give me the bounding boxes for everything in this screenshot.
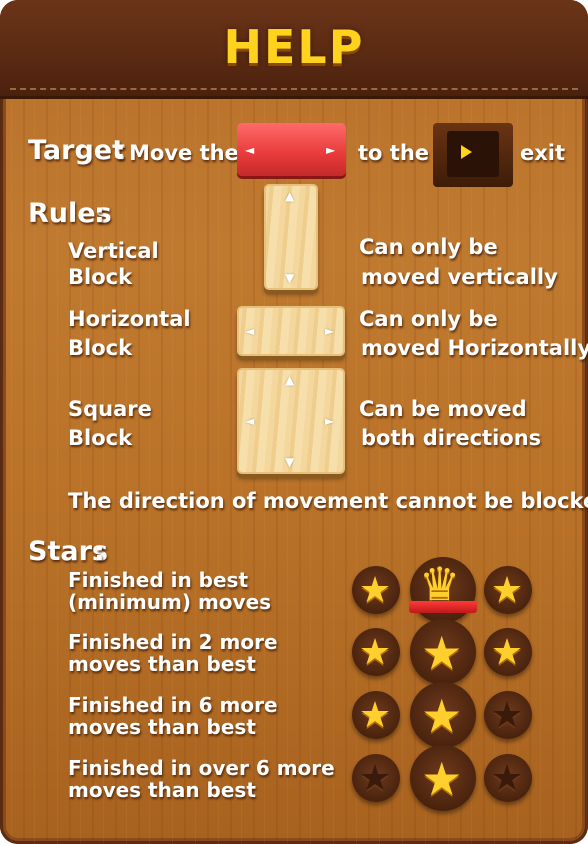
vertical-desc-1: Can only be [359,235,498,259]
arrow-up-icon: ▲ [285,189,295,203]
star-icon: ★ [490,570,524,611]
red-target-block: ◄ ► [237,123,346,176]
star-medal: ★ [410,619,476,685]
arrow-right-icon: ► [325,414,335,428]
star-icon: ★ [490,632,524,673]
arrow-up-icon: ▲ [285,373,295,387]
rules-note: The direction of movement cannot be bloc… [68,489,588,513]
crown-icon: ♛ [419,557,461,611]
star-row-text-2: (minimum) moves [68,590,272,614]
rules-colon: : [94,198,105,229]
square-name-1: Square [68,397,152,421]
star-medal: ★ [352,691,400,739]
square-desc-2: both directions [361,426,542,450]
star-medal: ★ [410,745,476,811]
star-medal: ★ [410,682,476,748]
arrow-right-icon: ► [326,143,336,157]
star-icon: ★ [358,632,392,673]
star-empty-icon: ★ [490,758,524,799]
stars-label: Stars [28,536,108,567]
star-icon: ★ [358,695,392,736]
star-icon: ★ [358,570,392,611]
page-title: HELP [223,20,365,74]
vertical-block: ▲ ▼ [264,184,318,290]
target-label: Target [28,135,126,166]
star-medal: ★ [352,628,400,676]
arrow-down-icon: ▼ [285,455,295,469]
crown-ribbon [409,601,477,613]
arrow-right-icon: ► [325,324,335,338]
horizontal-desc-1: Can only be [359,307,498,331]
star-medal: ★ [352,754,400,802]
star-row-text-1: Finished in best [68,568,248,592]
star-icon: ★ [421,752,463,806]
vertical-name-1: Vertical [68,239,159,263]
stars-colon: : [94,536,105,567]
star-row-text-1: Finished in 2 more [68,630,278,654]
target-to-the: to the [358,141,430,165]
star-row-text-2: moves than best [68,652,256,676]
star-icon: ★ [421,689,463,743]
header-stitch [10,88,578,90]
square-block: ▲ ▼ ◄ ► [237,368,345,474]
star-medal: ★ [352,566,400,614]
star-row-text-1: Finished in 6 more [68,693,278,717]
target-move-the: Move the [129,141,239,165]
star-row-text-2: moves than best [68,778,256,802]
star-medal: ★♛ [410,557,476,623]
vertical-desc-2: moved vertically [361,265,558,289]
target-colon: : [115,135,126,166]
horizontal-desc-2: moved Horizontally [361,336,588,360]
star-icon: ★ [421,626,463,680]
square-name-2: Block [68,426,133,450]
exit-door-icon [433,115,513,187]
target-exit: exit [520,141,566,165]
star-medal: ★ [484,754,532,802]
star-medal: ★ [484,566,532,614]
vertical-name-2: Block [68,265,133,289]
arrow-left-icon: ◄ [245,324,255,338]
horizontal-block: ◄ ► [237,306,345,356]
arrow-left-icon: ◄ [245,143,255,157]
header-bar: HELP [0,0,588,99]
star-empty-icon: ★ [490,695,524,736]
horizontal-name-2: Block [68,336,133,360]
square-desc-1: Can be moved [359,397,527,421]
arrow-down-icon: ▼ [285,271,295,285]
star-medal: ★ [484,628,532,676]
star-medal: ★ [484,691,532,739]
rules-label: Rules [28,198,112,229]
star-row-text-1: Finished in over 6 more [68,756,335,780]
arrow-left-icon: ◄ [245,414,255,428]
star-empty-icon: ★ [358,758,392,799]
star-row-text-2: moves than best [68,715,256,739]
horizontal-name-1: Horizontal [68,307,191,331]
